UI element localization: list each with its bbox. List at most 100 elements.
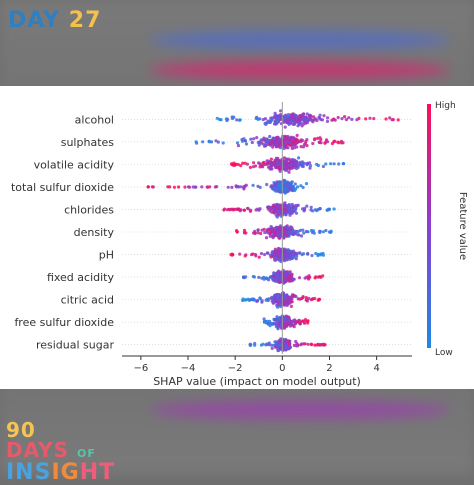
day-badge: DAY 27 [8,8,101,33]
shap-point [284,157,289,161]
shap-point [249,137,253,141]
shap-point [313,343,317,347]
shap-point [231,163,235,167]
shap-point [194,185,198,189]
shap-point [309,205,313,209]
shap-point [201,140,205,144]
shap-point [287,170,291,174]
shap-point [296,124,300,128]
shap-point [292,137,296,141]
shap-point [333,139,337,143]
feature-swarm [234,224,333,240]
shap-point [300,253,304,257]
shap-point [286,276,290,280]
shap-point [273,250,277,254]
shap-point [246,207,250,211]
shap-point [267,227,271,231]
shap-point [275,144,279,148]
background-blur-swarm [150,400,450,420]
shap-point [274,318,278,322]
shap-point [292,146,296,150]
shap-point [281,249,285,253]
day-word: DAY [8,8,61,33]
shap-point [290,117,294,121]
shap-point [268,234,272,238]
shap-point [284,183,288,188]
shap-point [251,183,255,187]
shap-point [357,116,361,120]
background-echo [150,30,450,420]
shap-point [266,231,270,235]
shap-point [274,182,278,186]
shap-point [330,141,334,146]
shap-point [304,139,308,144]
shap-point [272,122,277,126]
shap-point [309,208,313,212]
shap-point [269,119,273,123]
shap-point [339,139,343,143]
shap-point [287,157,291,161]
shap-point [325,208,329,212]
shap-point [244,142,249,146]
shap-point [243,139,247,143]
shap-point [262,320,266,324]
shap-point [254,116,258,120]
shap-point [214,139,218,143]
logo-text-days: DAYS [6,438,70,462]
shap-point [316,253,320,258]
feature-swarm [262,314,310,331]
shap-point [277,166,281,170]
shap-point [238,252,242,256]
shap-point [291,320,295,324]
shap-point [279,253,283,257]
shap-point [294,164,298,168]
shap-point [284,340,288,344]
shap-point [272,211,276,215]
shap-point [272,187,276,191]
shap-point [303,118,307,123]
feature-swarm [248,337,327,353]
shap-point [289,188,293,192]
x-tick-label: −2 [228,363,243,374]
shap-point [248,343,252,347]
feature-label: residual sugar [36,339,115,352]
shap-point [291,122,295,126]
shap-point [390,118,394,122]
shap-point [258,297,262,301]
shap-point [290,202,294,207]
shap-point [250,140,254,145]
shap-point [294,320,299,324]
chart-card: alcohol sulphates volatile acidity total su… [0,86,474,389]
shap-point [260,141,264,145]
shap-point [276,209,280,213]
feature-label: density [74,226,115,239]
shap-point [262,136,266,140]
shap-point [236,144,241,148]
shap-point [278,274,282,278]
shap-point [329,162,333,166]
shap-point [298,122,302,126]
shap-point [274,325,278,329]
shap-point [242,208,246,212]
shap-point [271,145,275,149]
shap-point [250,253,254,257]
shap-point [291,205,295,209]
shap-point [315,209,319,213]
shap-point [293,188,297,193]
shap-point [321,164,325,169]
shap-point [263,121,267,126]
shap-point [264,236,269,240]
shap-point [372,117,376,121]
shap-point [312,115,316,119]
shap-point [287,340,291,344]
shap-point [256,207,260,211]
shap-point [318,207,322,211]
shap-point [307,296,311,301]
shap-point [309,342,313,346]
colorbar-high-label: High [435,101,456,111]
shap-point [285,120,289,124]
shap-point [270,184,274,188]
shap-point [283,134,287,138]
shap-point [278,235,282,239]
shap-point [343,115,347,119]
